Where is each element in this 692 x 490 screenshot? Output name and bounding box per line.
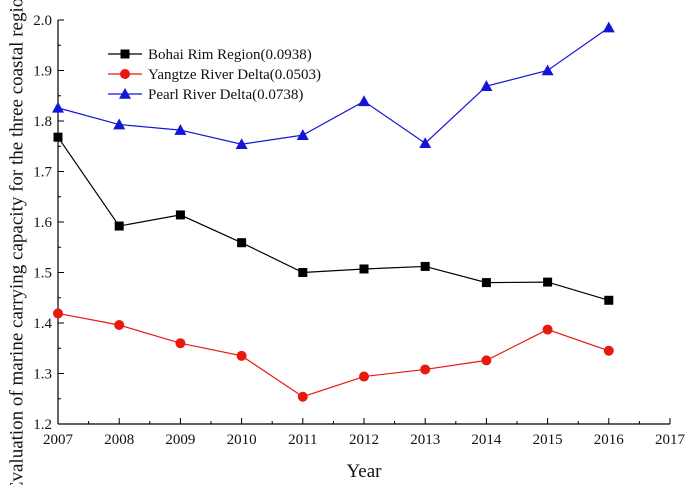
data-point [480, 80, 493, 91]
y-axis-title: Evaluation of marine carrying capacity f… [7, 0, 28, 485]
legend-marker [119, 88, 131, 99]
x-tick-label: 2013 [410, 432, 440, 448]
x-tick-label: 2007 [43, 432, 74, 448]
y-tick-label: 1.7 [33, 165, 52, 181]
data-point [481, 355, 492, 366]
series-line [57, 27, 610, 145]
data-point [603, 345, 614, 356]
data-point [602, 21, 615, 33]
x-tick-label: 2011 [288, 432, 317, 448]
data-point [419, 137, 432, 149]
series-line [57, 136, 609, 301]
y-tick-label: 1.8 [33, 114, 52, 130]
data-point [541, 64, 554, 76]
data-point [481, 278, 491, 288]
legend-item: Yangtze River Delta(0.0503) [108, 67, 321, 83]
series-group [52, 21, 615, 402]
data-point [174, 124, 187, 135]
x-tick-label: 2010 [227, 432, 257, 448]
legend-label: Bohai Rim Region(0.0938) [148, 47, 312, 63]
y-tick-label: 1.2 [33, 417, 52, 433]
data-point [52, 101, 64, 113]
legend-label: Yangtze River Delta(0.0503) [148, 67, 321, 83]
x-tick-label: 2015 [533, 432, 563, 448]
data-point [237, 238, 247, 248]
data-point [175, 338, 186, 349]
y-tick-label: 1.6 [33, 215, 52, 231]
data-point [420, 261, 430, 271]
data-point [175, 210, 185, 220]
data-point [114, 320, 125, 331]
data-point [420, 364, 431, 375]
data-point [297, 391, 308, 402]
x-tick-label: 2016 [594, 432, 625, 448]
x-tick-label: 2017 [655, 432, 686, 448]
data-point [358, 95, 370, 107]
y-tick-label: 2.0 [33, 13, 52, 29]
data-point [296, 129, 309, 140]
data-point [359, 371, 369, 382]
data-point [298, 268, 308, 277]
legend-label: Pearl River Delta(0.0738) [148, 87, 303, 103]
data-point [113, 118, 126, 130]
data-point [543, 277, 553, 287]
x-tick-label: 2014 [471, 432, 502, 448]
y-tick-label: 1.9 [33, 64, 52, 80]
series-line [57, 312, 609, 398]
data-point [114, 221, 124, 231]
y-tick-label: 1.3 [33, 367, 52, 383]
legend-marker [120, 69, 130, 79]
x-tick-label: 2008 [104, 432, 134, 448]
data-point [53, 132, 63, 142]
series-2 [53, 308, 614, 402]
x-tick-label: 2009 [165, 432, 195, 448]
axes: 2007 2008 2009 2010 2011 2012 2013 2014 2015 2016… [33, 13, 685, 448]
x-tick-label: 2012 [349, 432, 379, 448]
y-tick-label: 1.4 [33, 316, 52, 332]
legend: Bohai Rim Region(0.0938) Yangtze River De… [108, 47, 321, 103]
data-point [236, 350, 247, 361]
legend-item: Pearl River Delta(0.0738) [108, 87, 303, 103]
legend-marker [120, 49, 130, 59]
data-point [542, 324, 553, 335]
legend-item: Bohai Rim Region(0.0938) [108, 47, 312, 63]
x-axis-title: Year [346, 461, 382, 482]
data-point [359, 264, 369, 274]
data-point [53, 308, 63, 319]
y-tick-label: 1.5 [33, 266, 52, 282]
series-1 [53, 132, 614, 305]
data-point [235, 138, 248, 150]
series-3 [52, 21, 615, 150]
data-point [604, 295, 614, 305]
